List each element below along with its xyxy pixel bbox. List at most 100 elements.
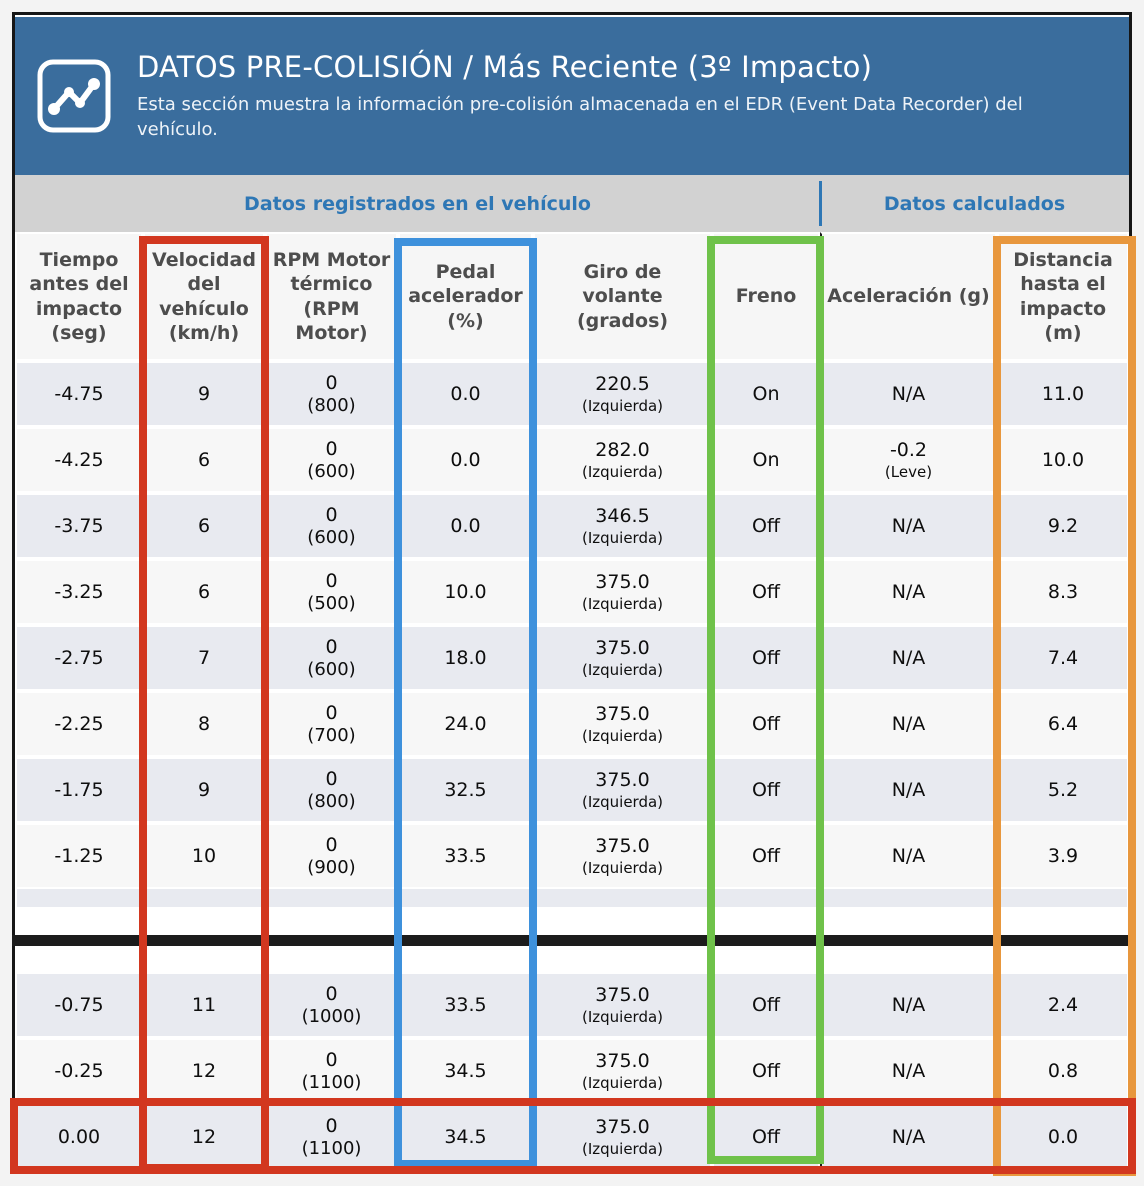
cell-tiempo: -4.25 [15, 427, 143, 493]
table-row: -1.25 10 0 (900) 33.5 375.0 (Izquierda) Off N/A 3… [15, 823, 1129, 889]
cell-velocidad: 9 [143, 361, 265, 427]
cell-rpm: 0 (900) [265, 823, 398, 889]
cell-giro: 375.0 (Izquierda) [533, 691, 712, 757]
cell-freno: Off [712, 1038, 820, 1104]
cell-rpm: 0 (1000) [265, 972, 398, 1038]
cell-pedal: 33.5 [398, 823, 533, 889]
cell-distancia: 5.2 [997, 757, 1129, 823]
cell-pedal: 32.5 [398, 757, 533, 823]
banner-text: DATOS PRE-COLISIÓN / Más Reciente (3º Im… [137, 50, 1107, 143]
cell-giro: 220.5 (Izquierda) [533, 361, 712, 427]
separator-gap-top [15, 907, 1129, 935]
cell-pedal: 34.5 [398, 1104, 533, 1170]
table-row: -1.75 9 0 (800) 32.5 375.0 (Izquierda) Off N/A 5.… [15, 757, 1129, 823]
header-freno: Freno [712, 232, 820, 361]
cell-distancia: 6.4 [997, 691, 1129, 757]
cell-giro: 282.0 (Izquierda) [533, 427, 712, 493]
section-title: DATOS PRE-COLISIÓN / Más Reciente (3º Im… [137, 49, 873, 84]
table-row: -4.25 6 0 (600) 0.0 282.0 (Izquierda) On -0.2 (Le… [15, 427, 1129, 493]
cell-aceleracion: N/A [820, 823, 997, 889]
cell-velocidad: 10 [143, 823, 265, 889]
table-row: -0.75 11 0 (1000) 33.5 375.0 (Izquierda) Off N/A… [15, 972, 1129, 1038]
cell-distancia: 3.9 [997, 823, 1129, 889]
cell-distancia: 8.3 [997, 559, 1129, 625]
cell-freno: Off [712, 823, 820, 889]
cell-tiempo: -1.25 [15, 823, 143, 889]
cell-pedal: 0.0 [398, 361, 533, 427]
cell-velocidad: 12 [143, 1104, 265, 1170]
section-banner: DATOS PRE-COLISIÓN / Más Reciente (3º Im… [15, 17, 1129, 175]
cell-giro: 375.0 (Izquierda) [533, 823, 712, 889]
cell-giro: 375.0 (Izquierda) [533, 1104, 712, 1170]
header-velocidad: Velocidad del vehículo (km/h) [143, 232, 265, 361]
cell-rpm: 0 (1100) [265, 1104, 398, 1170]
cell-distancia: 7.4 [997, 625, 1129, 691]
line-chart-icon [37, 59, 111, 133]
cell-rpm: 0 (600) [265, 493, 398, 559]
cell-aceleracion: N/A [820, 559, 997, 625]
cell-tiempo: -3.75 [15, 493, 143, 559]
recorded-data-group-label: Datos registrados en el vehículo [244, 192, 591, 215]
cell-rpm: 0 (500) [265, 559, 398, 625]
cell-rpm: 0 (1100) [265, 1038, 398, 1104]
cell-tiempo: -4.75 [15, 361, 143, 427]
column-group-header: Datos registrados en el vehículo Datos c… [15, 175, 1129, 232]
header-pedal: Pedal acelerador (%) [398, 232, 533, 361]
cell-tiempo: -0.25 [15, 1038, 143, 1104]
cell-aceleracion: N/A [820, 757, 997, 823]
cell-pedal: 24.0 [398, 691, 533, 757]
cell-velocidad: 6 [143, 559, 265, 625]
cell-aceleracion: N/A [820, 1038, 997, 1104]
cell-aceleracion: N/A [820, 493, 997, 559]
cell-freno: On [712, 427, 820, 493]
cell-rpm: 0 (700) [265, 691, 398, 757]
cell-distancia: 0.8 [997, 1038, 1129, 1104]
cell-aceleracion: N/A [820, 1104, 997, 1170]
cell-velocidad: 7 [143, 625, 265, 691]
cell-velocidad: 9 [143, 757, 265, 823]
cell-freno: Off [712, 493, 820, 559]
cell-tiempo: -2.25 [15, 691, 143, 757]
row-group-1: -4.75 9 0 (800) 0.0 220.5 (Izquierda) On N/A 11.0… [15, 361, 1129, 889]
cell-giro: 375.0 (Izquierda) [533, 757, 712, 823]
cell-distancia: 11.0 [997, 361, 1129, 427]
cell-velocidad: 6 [143, 493, 265, 559]
impact-separator-bar [12, 935, 1132, 946]
cell-giro: 375.0 (Izquierda) [533, 1038, 712, 1104]
header-rpm: RPM Motor térmico (RPM Motor) [265, 232, 398, 361]
cell-freno: Off [712, 1104, 820, 1170]
cell-tiempo: -2.75 [15, 625, 143, 691]
cell-freno: On [712, 361, 820, 427]
header-aceleracion: Aceleración (g) [820, 232, 997, 361]
cell-aceleracion: -0.2 (Leve) [820, 427, 997, 493]
table-header-row: Tiempo antes del impacto (seg) Velocidad… [15, 232, 1129, 361]
cell-tiempo: 0.00 [15, 1104, 143, 1170]
group-divider-line [819, 181, 822, 226]
cell-pedal: 0.0 [398, 493, 533, 559]
cell-aceleracion: N/A [820, 972, 997, 1038]
cell-rpm: 0 (800) [265, 361, 398, 427]
cell-aceleracion: N/A [820, 691, 997, 757]
spacer-row [15, 889, 1129, 907]
cell-pedal: 10.0 [398, 559, 533, 625]
cell-tiempo: -3.25 [15, 559, 143, 625]
table-row: -2.25 8 0 (700) 24.0 375.0 (Izquierda) Off N/A 6.… [15, 691, 1129, 757]
cell-velocidad: 8 [143, 691, 265, 757]
cell-aceleracion: N/A [820, 361, 997, 427]
header-distancia: Distancia hasta el impacto (m) [997, 232, 1129, 361]
cell-tiempo: -1.75 [15, 757, 143, 823]
cell-giro: 346.5 (Izquierda) [533, 493, 712, 559]
cell-velocidad: 6 [143, 427, 265, 493]
cell-pedal: 34.5 [398, 1038, 533, 1104]
cell-pedal: 0.0 [398, 427, 533, 493]
cell-rpm: 0 (600) [265, 625, 398, 691]
calculated-data-group-label: Datos calculados [883, 192, 1066, 215]
cell-giro: 375.0 (Izquierda) [533, 559, 712, 625]
cell-tiempo: -0.75 [15, 972, 143, 1038]
cell-freno: Off [712, 691, 820, 757]
row-group-2: -0.75 11 0 (1000) 33.5 375.0 (Izquierda) Off N/A… [15, 972, 1129, 1170]
table-row: -0.25 12 0 (1100) 34.5 375.0 (Izquierda) Off N/A… [15, 1038, 1129, 1104]
table-row: 0.00 12 0 (1100) 34.5 375.0 (Izquierda) Off N/A 0… [15, 1104, 1129, 1170]
cell-freno: Off [712, 625, 820, 691]
